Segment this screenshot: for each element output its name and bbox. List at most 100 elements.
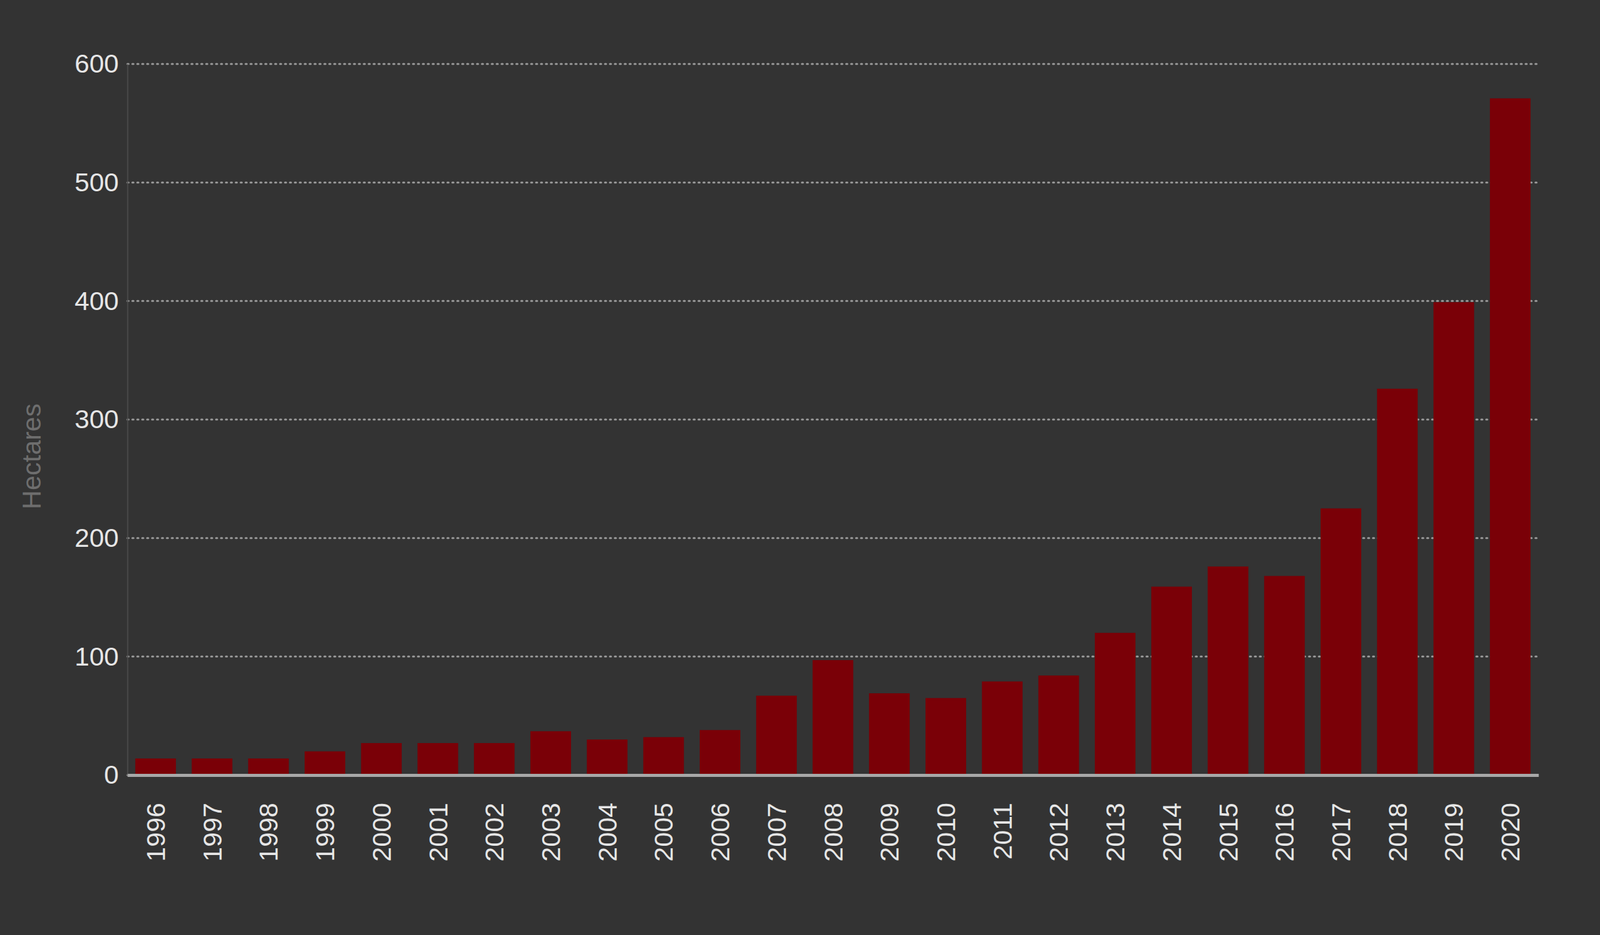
y-tick-label: 600 xyxy=(74,48,119,79)
x-tick: 2005 xyxy=(648,775,679,863)
x-axis-line xyxy=(128,774,1540,778)
chart: 0 100 200 300 400 500 600 1996 1997 1998 1999 2000 2… xyxy=(0,0,1600,935)
x-tick-label: 2012 xyxy=(1043,803,1074,863)
x-tick: 2014 xyxy=(1156,775,1187,863)
x-tick-label: 2019 xyxy=(1438,803,1469,863)
grid-line xyxy=(127,300,1539,303)
x-tick: 1997 xyxy=(197,775,228,863)
bar xyxy=(1208,566,1249,776)
x-axis: 1996 1997 1998 1999 2000 2001 2002 2003 2004 2005… xyxy=(128,775,1540,863)
y-tick: 500 xyxy=(74,167,128,197)
bar xyxy=(473,743,515,776)
bar xyxy=(587,739,628,776)
bar xyxy=(192,758,233,776)
grid-line xyxy=(127,181,1539,184)
bar xyxy=(756,696,797,776)
x-tick-label: 1997 xyxy=(197,803,228,863)
x-tick-label: 2016 xyxy=(1269,803,1300,863)
y-tick-label: 500 xyxy=(74,167,119,197)
x-tick-label: 2000 xyxy=(366,803,397,863)
x-tick: 1996 xyxy=(140,775,171,863)
bar xyxy=(925,698,967,776)
grid-line xyxy=(127,774,1539,777)
bars xyxy=(135,98,1531,776)
grid-line xyxy=(127,63,1539,66)
x-tick-label: 2013 xyxy=(1100,803,1130,863)
x-tick: 2018 xyxy=(1382,775,1413,863)
x-tick: 2003 xyxy=(536,775,566,863)
x-tick-label: 2006 xyxy=(705,803,735,863)
bar xyxy=(304,751,346,776)
y-tick-label: 300 xyxy=(74,404,119,434)
x-tick: 2007 xyxy=(761,775,792,863)
x-tick-label: 2005 xyxy=(648,803,679,863)
y-tick-label: 0 xyxy=(104,760,119,790)
x-tick: 2001 xyxy=(423,775,453,863)
x-tick: 2016 xyxy=(1269,775,1300,863)
bar xyxy=(1377,388,1418,776)
grid-line xyxy=(127,419,1539,421)
y-tick-label: 200 xyxy=(74,523,119,553)
x-tick: 2009 xyxy=(874,775,904,863)
x-tick: 2002 xyxy=(479,775,509,863)
bar xyxy=(1433,302,1474,776)
x-tick: 2020 xyxy=(1495,775,1525,863)
x-tick-label: 2014 xyxy=(1156,803,1187,863)
y-tick: 300 xyxy=(74,404,128,434)
y-tick-label: 100 xyxy=(74,641,119,672)
bar xyxy=(1489,98,1531,776)
x-tick-label: 2015 xyxy=(1213,803,1244,863)
bar xyxy=(530,731,572,776)
y-tick: 200 xyxy=(74,523,128,553)
x-tick-label: 2001 xyxy=(423,803,453,863)
bar xyxy=(417,743,458,776)
bar xyxy=(1264,576,1305,776)
bar xyxy=(868,693,910,776)
bar xyxy=(1094,633,1136,776)
y-axis-title: Hectares xyxy=(16,403,47,510)
x-tick-label: 1999 xyxy=(310,803,340,863)
grid xyxy=(127,64,1539,776)
x-tick-label: 2008 xyxy=(818,803,848,863)
bar xyxy=(699,730,741,776)
x-tick: 1998 xyxy=(253,775,284,863)
y-tick: 100 xyxy=(74,641,128,672)
plot: 0 100 200 300 400 500 600 1996 1997 1998 1999 2000 2… xyxy=(74,48,1539,862)
y-axis: 0 100 200 300 400 500 600 xyxy=(74,48,128,790)
x-tick-label: 2011 xyxy=(987,803,1018,860)
x-tick-label: 1996 xyxy=(140,803,171,863)
bar xyxy=(1151,587,1192,776)
bar xyxy=(643,737,684,776)
bar xyxy=(812,660,853,776)
y-tick: 600 xyxy=(74,48,128,79)
bar xyxy=(1320,508,1362,776)
y-axis-line xyxy=(127,64,129,776)
x-tick-label: 2003 xyxy=(536,803,566,863)
x-tick: 2019 xyxy=(1438,775,1469,863)
x-tick-label: 2017 xyxy=(1326,803,1356,863)
x-tick: 1999 xyxy=(310,775,340,863)
x-tick: 2010 xyxy=(931,775,961,863)
x-tick: 2015 xyxy=(1213,775,1244,863)
x-tick-label: 2004 xyxy=(592,803,623,863)
x-tick: 2011 xyxy=(987,775,1018,860)
x-tick: 2000 xyxy=(366,775,397,863)
bar xyxy=(248,758,289,776)
x-tick: 2017 xyxy=(1326,775,1356,863)
x-tick: 2004 xyxy=(592,775,623,863)
x-tick: 2008 xyxy=(818,775,848,863)
bar xyxy=(982,681,1023,776)
y-tick: 0 xyxy=(104,760,128,790)
bar xyxy=(135,758,176,776)
x-tick: 2012 xyxy=(1043,775,1074,863)
bar xyxy=(361,743,402,776)
x-tick-label: 2018 xyxy=(1382,803,1413,863)
x-tick-label: 2010 xyxy=(931,803,961,863)
x-tick-label: 1998 xyxy=(253,803,284,863)
bar xyxy=(1038,675,1079,776)
x-tick: 2013 xyxy=(1100,775,1130,863)
x-tick-label: 2002 xyxy=(479,803,509,863)
y-tick-label: 400 xyxy=(74,286,119,316)
x-tick-label: 2020 xyxy=(1495,803,1525,863)
x-tick: 2006 xyxy=(705,775,735,863)
